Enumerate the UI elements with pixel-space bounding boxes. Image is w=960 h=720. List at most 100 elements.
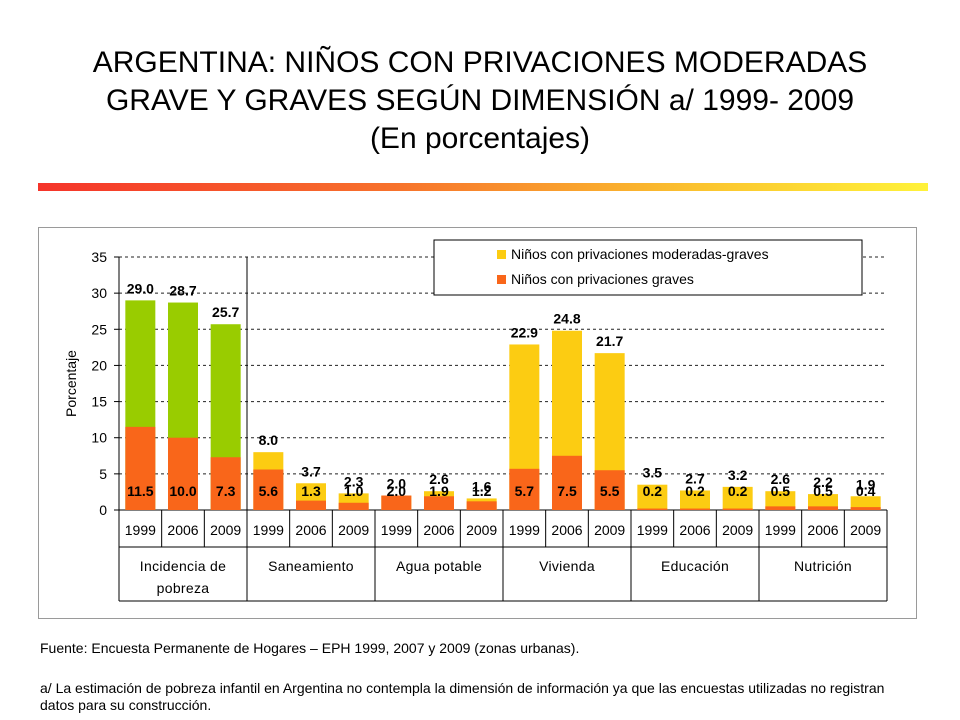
total-value-label: 8.0: [259, 432, 279, 448]
year-label: 2009: [722, 522, 753, 538]
group-label: Saneamiento: [268, 558, 354, 574]
bar-severe: [424, 496, 454, 510]
bar-severe: [722, 508, 753, 510]
bar-severe: [466, 501, 497, 510]
legend-swatch: [497, 275, 506, 284]
bar-severe: [850, 507, 881, 510]
bar-total: [722, 486, 753, 510]
bar-severe: [210, 457, 241, 510]
title-line-2: GRAVE Y GRAVES SEGÚN DIMENSIÓN a/ 1999- …: [105, 84, 855, 117]
severe-value-label: 0.4: [856, 483, 876, 499]
year-label: 2009: [594, 522, 625, 538]
year-label: 2009: [210, 522, 241, 538]
year-label: 1999: [381, 522, 412, 538]
year-label: 2006: [807, 522, 838, 538]
bar-severe: [680, 508, 710, 510]
total-value-label: 2.0: [387, 476, 407, 492]
year-label: 2006: [551, 522, 582, 538]
bar-severe: [808, 506, 838, 510]
y-axis-label: Porcentaje: [63, 350, 79, 417]
total-value-label: 1.6: [472, 478, 492, 494]
year-label: 2009: [338, 522, 369, 538]
bar-total: [637, 484, 668, 510]
severe-value-label: 0.5: [813, 483, 833, 499]
legend-label: Niños con privaciones moderadas-graves: [511, 246, 769, 262]
severe-value-label: 0.5: [771, 483, 791, 499]
year-label: 2006: [679, 522, 710, 538]
total-value-label: 29.0: [127, 280, 154, 296]
bar-total: [765, 491, 796, 510]
year-label: 2006: [423, 522, 454, 538]
year-label: 2009: [850, 522, 881, 538]
year-label: 2006: [167, 522, 198, 538]
bar-severe: [296, 500, 326, 510]
group-label: Incidencia de: [140, 558, 226, 574]
bar-total: [680, 490, 710, 510]
title-line-3: (En porcentajes): [369, 122, 591, 155]
y-tick-label: 10: [91, 430, 107, 446]
severe-value-label: 7.3: [216, 483, 236, 499]
total-value-label: 21.7: [596, 333, 623, 349]
group-label: pobreza: [157, 580, 210, 596]
bar-severe: [594, 470, 625, 510]
y-tick-label: 30: [91, 285, 107, 301]
total-value-label: 2.6: [771, 471, 791, 487]
y-tick-label: 20: [91, 357, 107, 373]
severe-value-label: 5.6: [259, 483, 279, 499]
y-tick-label: 15: [91, 394, 107, 410]
total-value-label: 2.7: [685, 470, 705, 486]
bar-chart: 0 5 10 15 20 25 30 35 Porcentaje 29.0 11.5 28.7 10.0…: [63, 239, 888, 602]
severe-value-label: 0.2: [685, 483, 705, 499]
total-value-label: 3.2: [728, 467, 748, 483]
group-label: Vivienda: [539, 558, 595, 574]
severe-value-label: 1.0: [344, 483, 364, 499]
total-value-label: 24.8: [553, 311, 580, 327]
severe-value-label: 2.0: [387, 483, 407, 499]
year-label: 1999: [637, 522, 668, 538]
y-tick-label: 25: [91, 321, 107, 337]
bar-severe: [765, 506, 796, 510]
total-value-label: 2.3: [344, 473, 364, 489]
group-label: Nutrición: [794, 558, 852, 574]
chart-title: ARGENTINA: NIÑOS CON PRIVACIONES MODERAD…: [40, 44, 920, 158]
title-gradient-bar: [38, 183, 928, 191]
severe-value-label: 1.3: [301, 483, 321, 499]
bar-severe: [338, 502, 369, 510]
bar-severe: [509, 468, 540, 510]
year-label: 1999: [509, 522, 540, 538]
total-value-label: 25.7: [212, 304, 239, 320]
legend-box: [433, 239, 863, 296]
severe-value-label: 5.7: [515, 483, 535, 499]
year-label: 1999: [253, 522, 284, 538]
severe-value-label: 1.9: [429, 483, 449, 499]
title-line-1: ARGENTINA: NIÑOS CON PRIVACIONES MODERAD…: [92, 46, 868, 79]
legend-swatch: [497, 250, 506, 259]
year-label: 2009: [466, 522, 497, 538]
y-tick-label: 0: [99, 502, 107, 518]
group-label: Agua potable: [396, 558, 482, 574]
year-label: 1999: [125, 522, 156, 538]
bar-severe: [381, 495, 412, 510]
severe-value-label: 11.5: [127, 483, 154, 499]
group-label: Educación: [661, 558, 729, 574]
bar-severe: [637, 508, 668, 510]
severe-value-label: 7.5: [557, 483, 577, 499]
severe-value-label: 0.2: [728, 483, 748, 499]
bar-severe: [125, 426, 156, 510]
total-value-label: 22.9: [511, 324, 538, 340]
year-label: 2006: [295, 522, 326, 538]
y-tick-label: 5: [99, 466, 107, 482]
bar-severe: [253, 469, 284, 510]
severe-value-label: 10.0: [169, 483, 196, 499]
bar-severe: [168, 437, 198, 510]
legend-label: Niños con privaciones graves: [511, 271, 694, 287]
total-value-label: 1.9: [856, 476, 876, 492]
severe-value-label: 5.5: [600, 483, 620, 499]
total-value-label: 3.5: [643, 465, 663, 481]
bar-total: [850, 496, 881, 510]
year-label: 1999: [765, 522, 796, 538]
total-value-label: 2.6: [429, 471, 449, 487]
total-value-label: 28.7: [169, 283, 196, 299]
bar-severe: [552, 455, 582, 510]
total-value-label: 2.2: [813, 474, 833, 490]
